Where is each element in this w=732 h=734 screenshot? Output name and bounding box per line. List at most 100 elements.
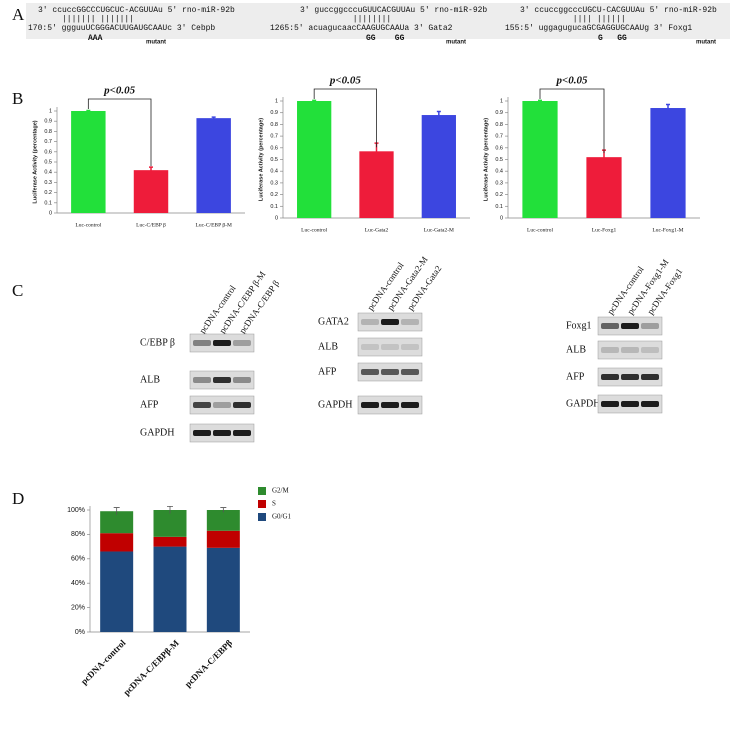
y-tick-label: 0.3 bbox=[270, 180, 278, 186]
y-tick-label: 0.3 bbox=[495, 180, 503, 186]
bar-segment bbox=[153, 536, 187, 547]
bar bbox=[359, 151, 394, 218]
blot-strip bbox=[357, 337, 423, 357]
y-tick-label: 1 bbox=[500, 98, 503, 104]
y-tick-label: 0.6 bbox=[495, 145, 503, 151]
legend-label: S bbox=[272, 500, 276, 508]
y-tick-label: 0.1 bbox=[44, 200, 52, 206]
band bbox=[193, 377, 211, 383]
y-tick-label: 0.1 bbox=[495, 204, 503, 210]
annotation: p<0.05 bbox=[555, 75, 588, 87]
band bbox=[641, 401, 659, 407]
band bbox=[601, 374, 619, 380]
y-tick-label: 100% bbox=[67, 507, 85, 514]
x-tick-label: Luc-Gata2 bbox=[365, 227, 389, 233]
x-tick-label: Luc-C/EBP β bbox=[136, 222, 166, 228]
band bbox=[601, 401, 619, 407]
y-axis-label: Luciferase Activity (percentage) bbox=[258, 118, 264, 201]
error-bar bbox=[538, 99, 542, 102]
band bbox=[621, 401, 639, 407]
bar-segment bbox=[153, 546, 187, 632]
target-sequence: 170:5' ggguuUCGGGACUUGAUGCAAUc 3' Cebpb bbox=[28, 24, 215, 33]
band bbox=[213, 377, 231, 383]
blot-strip bbox=[597, 340, 663, 360]
y-tick-label: 0.7 bbox=[44, 139, 52, 145]
mirna-sequence: 3' ccuccggcccUGCU-CACGUUAu 5' rno-miR-92… bbox=[520, 6, 717, 15]
band bbox=[381, 344, 399, 350]
y-tick-label: 40% bbox=[71, 580, 85, 587]
y-tick-label: 1 bbox=[49, 108, 52, 114]
annotation: p<0.05 bbox=[329, 75, 362, 87]
mirna-sequence: 3' ccuccGGCCCUGCUC-ACGUUAu 5' rno-miR-92… bbox=[38, 6, 235, 15]
protein-label: ALB bbox=[140, 374, 160, 385]
bar bbox=[297, 101, 332, 218]
band bbox=[213, 430, 231, 436]
significance-bracket bbox=[539, 88, 605, 154]
error-bar bbox=[86, 109, 91, 112]
y-tick-label: 0.2 bbox=[495, 192, 503, 198]
band bbox=[401, 402, 419, 408]
significance-bracket bbox=[87, 98, 152, 167]
band bbox=[621, 374, 639, 380]
band bbox=[233, 402, 251, 408]
y-tick-label: 0.8 bbox=[495, 122, 503, 128]
target-sequence: 155:5' uggagugucaGCGAGGUGCAAUg 3' Foxg1 bbox=[505, 24, 692, 33]
x-tick-label: Luc-Foxg1-M bbox=[652, 227, 683, 233]
bar bbox=[586, 157, 622, 218]
mutant-label: mutant bbox=[696, 40, 716, 46]
panel-label: C bbox=[12, 281, 23, 300]
y-tick-label: 0.2 bbox=[44, 190, 52, 196]
band bbox=[193, 340, 211, 346]
bar-segment bbox=[206, 510, 240, 531]
band bbox=[213, 340, 231, 346]
panel-label: A bbox=[12, 5, 25, 24]
band bbox=[233, 340, 251, 346]
error-bar bbox=[220, 507, 227, 513]
x-tick-label: Luc-C/EBP β-M bbox=[195, 222, 231, 228]
bar bbox=[522, 101, 558, 218]
error-bar bbox=[436, 110, 441, 119]
pairing: ||||||| ||||||| bbox=[38, 15, 134, 24]
y-tick-label: 0.5 bbox=[495, 157, 503, 163]
x-tick-label: pcDNA-C/EBPβ bbox=[183, 638, 235, 690]
bar bbox=[71, 111, 106, 213]
y-tick-label: 0.9 bbox=[495, 110, 503, 116]
y-tick-label: 0.5 bbox=[44, 159, 52, 165]
y-tick-label: 0.2 bbox=[270, 192, 278, 198]
legend-label: G0/G1 bbox=[272, 513, 292, 521]
bar-segment bbox=[100, 511, 134, 534]
y-tick-label: 0.8 bbox=[44, 129, 52, 135]
y-tick-label: 0 bbox=[500, 215, 503, 221]
bar-segment bbox=[100, 551, 134, 632]
protein-label: GAPDH bbox=[140, 427, 174, 438]
band bbox=[401, 369, 419, 375]
protein-label: GAPDH bbox=[318, 399, 352, 410]
protein-label: ALB bbox=[318, 341, 338, 352]
y-tick-label: 0.4 bbox=[270, 169, 278, 175]
legend-swatch bbox=[258, 500, 266, 508]
legend-label: G2/M bbox=[272, 487, 290, 495]
x-tick-label: pcDNA-C/EBPβ-M bbox=[121, 637, 181, 697]
y-tick-label: 0.6 bbox=[270, 145, 278, 151]
bar bbox=[650, 108, 686, 218]
mutation: AAA bbox=[88, 34, 103, 43]
y-tick-label: 0.8 bbox=[270, 122, 278, 128]
y-tick-label: 0.5 bbox=[270, 157, 278, 163]
y-tick-label: 0.9 bbox=[270, 110, 278, 116]
bar bbox=[133, 170, 169, 213]
mutation: GG GG bbox=[366, 34, 405, 43]
error-bar bbox=[149, 166, 153, 174]
y-tick-label: 80% bbox=[71, 531, 85, 538]
band bbox=[361, 319, 379, 325]
protein-label: ALB bbox=[566, 344, 586, 355]
x-tick-label: Luc-Gata2-M bbox=[424, 227, 454, 233]
bar bbox=[421, 115, 456, 218]
y-tick-label: 0.4 bbox=[495, 169, 503, 175]
band bbox=[641, 347, 659, 353]
y-tick-label: 0% bbox=[75, 629, 85, 636]
significance-bracket bbox=[313, 88, 377, 148]
band bbox=[601, 323, 619, 329]
bar-segment bbox=[206, 547, 240, 632]
pairing: |||||||| bbox=[300, 15, 391, 24]
